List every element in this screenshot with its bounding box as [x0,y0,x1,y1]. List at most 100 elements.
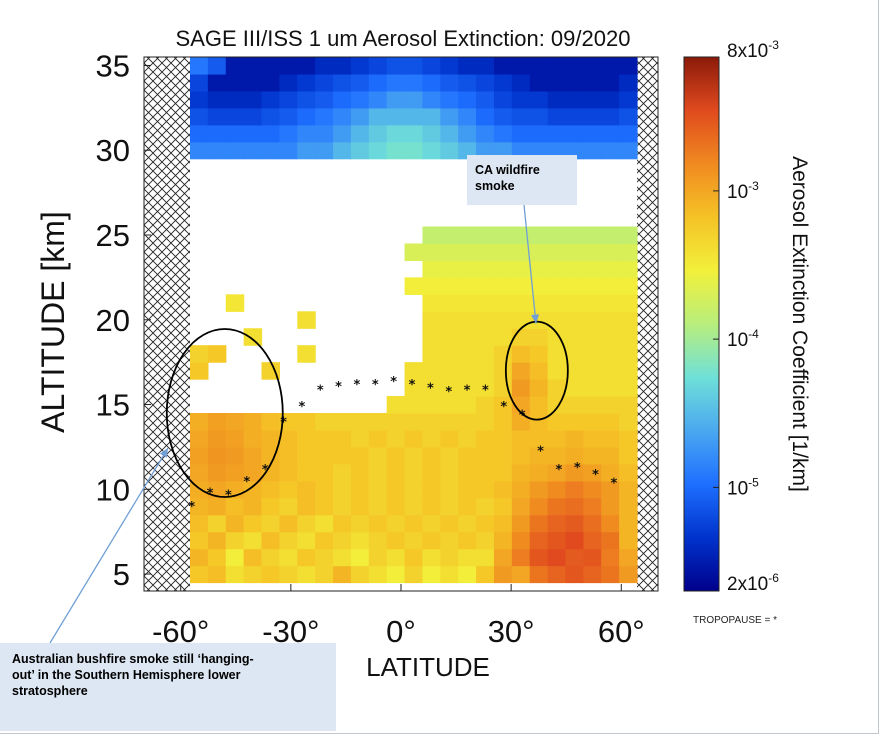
heatmap-cell [243,531,263,550]
heatmap-cell [440,243,459,262]
heatmap-cell [225,90,245,109]
heatmap-cell [619,345,638,363]
heatmap-cell [511,311,531,329]
heatmap-cell [601,379,620,397]
heatmap-cell [279,90,298,109]
heatmap-cell [493,57,513,75]
heatmap-cell [476,396,495,414]
heatmap-cell [225,73,245,92]
heatmap-cell [476,446,495,465]
heatmap-cell [565,124,584,143]
heatmap-cell [350,548,370,567]
heatmap-cell [547,311,567,329]
heatmap-cell [261,362,280,380]
heatmap-cell [511,73,531,92]
heatmap-cell [297,446,316,465]
heatmap-cell [458,463,477,482]
heatmap-cell [279,57,298,75]
heatmap-cell [422,463,441,482]
heatmap-cell [511,396,531,414]
no-data-hatch-right [637,57,658,591]
heatmap-cell [279,107,298,126]
heatmap-cell [404,90,424,109]
heatmap-cell [619,362,638,380]
heatmap-cell [350,514,370,533]
heatmap-cell [511,345,531,363]
heatmap-cell [565,345,584,363]
heatmap-cell [404,446,424,465]
heatmap-cell [565,311,584,329]
heatmap-cell [297,413,316,431]
heatmap-cell [511,531,531,550]
heatmap-cell [511,107,531,126]
heatmap-cell [225,294,245,312]
heatmap-cell [493,141,513,160]
heatmap-cell [315,429,334,448]
heatmap-cell [243,514,263,533]
heatmap-cell [207,124,227,143]
heatmap-cell [261,446,280,465]
heatmap-cell [225,141,245,160]
ca-callout-arrowhead [531,314,540,324]
heatmap-cell [350,446,370,465]
heatmap-cell [350,463,370,482]
heatmap-cell [422,396,441,414]
tropopause-marker: * [298,400,305,415]
heatmap-cell [547,463,567,482]
heatmap-cell [333,57,352,75]
ca-callout-arrow [523,204,537,324]
heatmap-cell [279,446,298,465]
tropopause-note: TROPOPAUSE = * [693,615,777,626]
heatmap-cell [476,243,495,262]
no-data-hatch-area [144,57,190,591]
heatmap-cell [476,107,495,126]
tropopause-marker: * [280,415,287,430]
heatmap-cell [493,379,513,397]
heatmap-cell [440,260,459,278]
heatmap-cell [529,260,549,278]
heatmap-cell [601,226,620,245]
heatmap-cell [297,480,316,499]
heatmap-cell [368,413,388,431]
heatmap-cell [440,226,459,245]
heatmap-cell [440,463,459,482]
heatmap-cell [440,480,459,499]
heatmap-cell [458,226,477,245]
tropopause-marker: * [188,500,195,515]
heatmap-cell [297,345,316,363]
heatmap-cell [601,260,620,278]
heatmap-cell [619,413,638,431]
tropopause-marker: * [555,463,562,478]
heatmap-cell [333,497,352,516]
heatmap-cell [386,514,406,533]
heatmap-cell [315,497,334,516]
heatmap-cell [493,73,513,92]
heatmap-cell [190,497,209,516]
heatmap-cell [476,497,495,516]
heatmap-cell [422,260,441,278]
heatmap-cell [476,345,495,363]
heatmap-cell [261,107,280,126]
heatmap-cell [404,480,424,499]
heatmap-cell [190,531,209,550]
heatmap-cell [619,141,638,160]
au-callout-arrowhead [159,448,168,458]
heatmap-cell [565,141,584,160]
heatmap-cell [601,362,620,380]
heatmap-cell [547,277,567,295]
heatmap-cell [493,90,513,109]
heatmap-cell [279,531,298,550]
heatmap-cell [547,429,567,448]
heatmap-cell [404,497,424,516]
heatmap-cell [297,73,316,92]
heatmap-cell [547,73,567,92]
tropopause-marker: * [409,378,416,393]
heatmap-cell [458,531,477,550]
heatmap-cell [619,294,638,312]
heatmap-cell [190,548,209,567]
heatmap-cell [565,260,584,278]
heatmap-cell [225,413,245,431]
heatmap-cell [511,463,531,482]
heatmap-cell [601,124,620,143]
heatmap-cell [493,548,513,567]
